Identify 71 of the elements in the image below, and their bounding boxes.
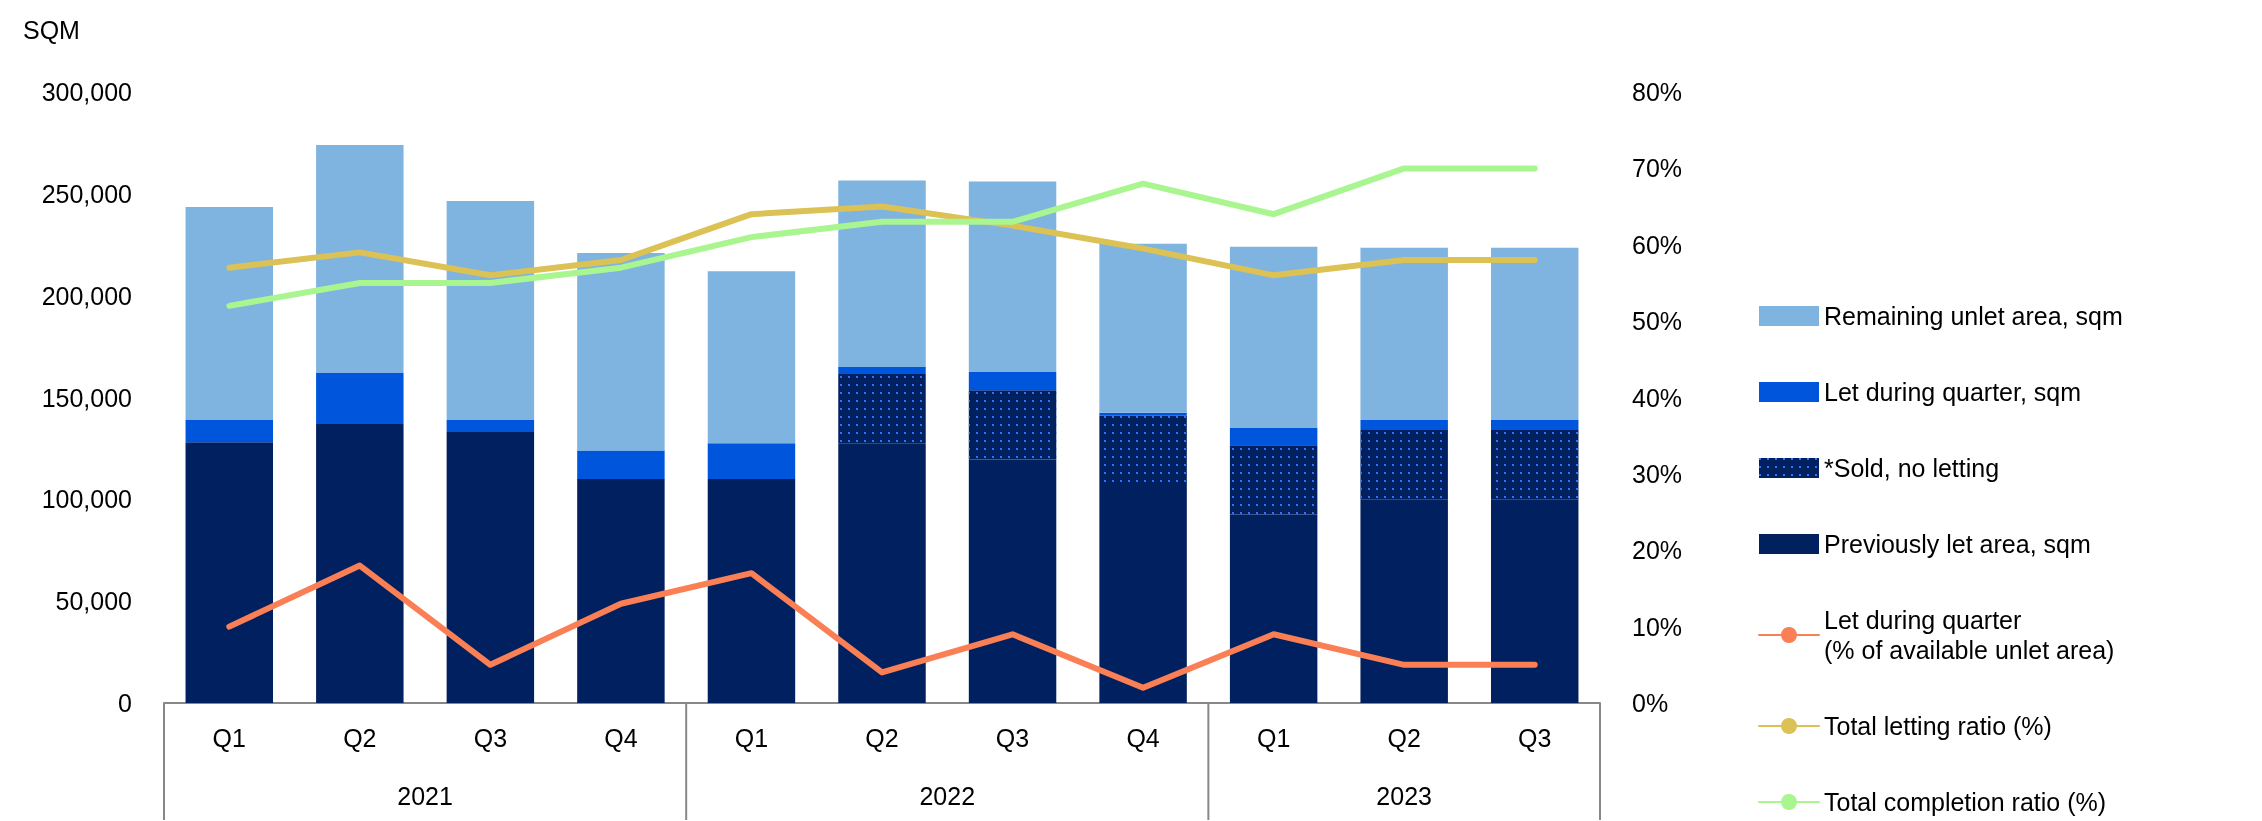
bar [185,419,274,443]
bar [1229,428,1318,446]
bar [838,180,926,367]
y2-tick-label: 40% [1632,383,1683,412]
legend-label: Let during quarter, sqm [1824,378,2082,406]
x-tick-label: Q3 [1518,723,1552,752]
bar [968,372,1057,391]
y2-tick-label: 60% [1632,230,1683,259]
y-axis-title: SQM [23,15,80,44]
bar [1099,243,1187,413]
text: 2023 [1376,782,1432,810]
legend-label: *Sold, no letting [1824,454,2000,482]
bar [577,252,665,451]
bar [707,443,796,479]
legend-label: Previously let area, sqm [1824,530,2091,558]
text: 2021 [397,782,453,810]
bar [316,144,404,374]
y2-tick-label: 20% [1632,536,1683,565]
bar [707,271,796,444]
x-tick-label: Q2 [865,723,899,752]
bar [316,373,404,424]
bar [446,432,535,703]
y-tick-label: 100,000 [41,485,132,514]
bar [838,443,926,703]
x-tick-label: Q1 [1256,723,1291,752]
bar [968,181,1057,373]
y-tick-label: 200,000 [41,281,132,310]
x-tick-label: Q4 [604,723,638,752]
bar [577,450,665,479]
legend-label: Let during quarter (% of available unlet area) [1824,606,2115,664]
bar [1229,514,1318,703]
x-tick-label: Q4 [1126,723,1160,752]
x-tick-label: Q1 [734,723,769,752]
bar [1229,246,1318,429]
y-tick-label: 150,000 [41,383,132,412]
bar [1360,419,1448,431]
bar [185,442,274,703]
x-tick-label: Q2 [1387,723,1421,752]
bar [1490,419,1579,431]
legend-label: Total completion ratio (%) [1824,788,2107,816]
x-tick-label: Q1 [212,723,246,752]
bar [577,478,665,703]
y-tick-label: 0 [118,689,132,717]
x-tick-label: Q3 [995,723,1030,752]
x-tick-label: Q2 [343,723,377,752]
bar [1490,247,1579,420]
bar [316,423,404,703]
y2-tick-label: 0% [1632,689,1669,717]
bar [968,459,1057,703]
y2-tick-label: 70% [1632,154,1683,183]
y2-tick-label: 10% [1632,612,1683,641]
bar [707,478,796,703]
y2-tick-label: 30% [1632,459,1683,488]
bar [1099,412,1187,416]
legend-label: Remaining unlet area, sqm [1824,302,2123,330]
y2-tick-label: 50% [1632,307,1683,336]
bar [1490,499,1579,703]
bar [1099,487,1187,703]
bar [185,207,274,420]
x-tick-label: Q3 [473,723,508,752]
bar [446,200,535,420]
y-tick-label: 250,000 [41,179,132,208]
bar [838,366,926,375]
text: 2022 [919,782,976,810]
bar [1360,247,1448,420]
y-tick-label: 300,000 [41,78,132,106]
y-tick-label: 50,000 [55,587,132,616]
legend-label: Total letting ratio (%) [1824,712,2052,740]
y2-tick-label: 80% [1632,78,1683,106]
bar [446,419,535,433]
bar [1360,499,1448,703]
